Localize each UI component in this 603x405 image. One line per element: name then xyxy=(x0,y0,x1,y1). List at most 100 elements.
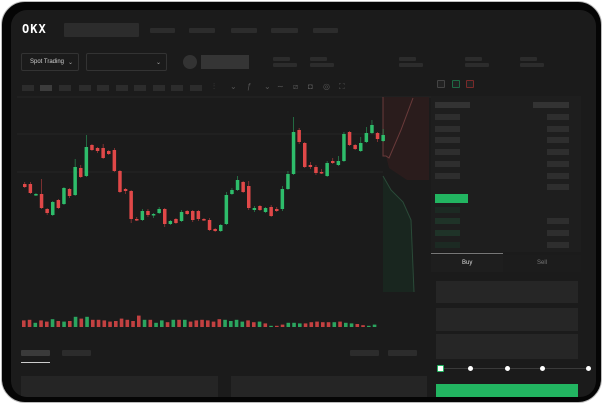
volume-bar xyxy=(234,319,239,327)
nav-item[interactable] xyxy=(313,28,338,33)
interval-button[interactable] xyxy=(116,85,128,91)
stat-value xyxy=(465,63,489,67)
pair-select[interactable]: ⌄ xyxy=(86,53,167,71)
chevron-down-icon[interactable]: ⌄ xyxy=(230,82,237,91)
tab-open-orders[interactable] xyxy=(21,350,50,356)
volume-bar xyxy=(188,321,193,327)
market-select[interactable]: Spot Trading ⌄ xyxy=(21,53,79,71)
line-tool-icon[interactable]: ∼ xyxy=(277,82,284,91)
candles-icon[interactable]: ⫶ xyxy=(213,82,215,91)
volume-bar xyxy=(298,323,302,327)
candle xyxy=(207,220,212,230)
slider-stop[interactable] xyxy=(468,366,473,371)
volume-bar xyxy=(142,319,147,327)
slider-stop[interactable] xyxy=(540,366,545,371)
total-input[interactable] xyxy=(436,334,578,359)
ask-price xyxy=(435,149,460,156)
app-screen: OKX Spot Trading ⌄ ⌄ ⫶ ⌄ ƒ ⌄ ∼ ⧄ ◘ ◎ ⛶ xyxy=(11,10,596,397)
nav-item[interactable] xyxy=(150,28,175,33)
candle xyxy=(263,208,268,212)
volume-bar xyxy=(125,319,130,327)
tab-buy[interactable]: Buy xyxy=(431,255,503,272)
candle xyxy=(370,125,374,133)
fullscreen-icon[interactable]: ⛶ xyxy=(339,82,345,91)
volume-bar xyxy=(321,322,325,327)
interval-button[interactable] xyxy=(59,85,71,91)
volume-bar xyxy=(119,318,124,327)
stat-label xyxy=(465,57,482,61)
orderbook-sell-icon[interactable] xyxy=(466,80,474,88)
candle xyxy=(364,133,369,142)
ruler-icon[interactable]: ⧄ xyxy=(293,82,299,91)
ask-price xyxy=(435,137,460,144)
stat-value xyxy=(399,63,423,67)
volume-bar xyxy=(22,320,26,327)
volume-bar xyxy=(62,321,66,327)
volume-bar xyxy=(102,320,107,327)
volume-bar xyxy=(315,321,319,327)
nav-item[interactable] xyxy=(271,28,298,33)
settings-icon[interactable]: ◎ xyxy=(323,82,330,91)
candle xyxy=(241,182,245,192)
candle xyxy=(179,212,184,221)
volume-bar xyxy=(257,321,262,327)
search-bar[interactable] xyxy=(64,23,139,37)
interval-button-active[interactable] xyxy=(40,85,52,91)
orderbook-both-icon[interactable] xyxy=(437,80,445,88)
volume-bar xyxy=(114,321,118,327)
volume-bar xyxy=(240,321,245,327)
candle xyxy=(224,195,229,224)
candle xyxy=(79,168,83,177)
volume-bar xyxy=(73,316,78,327)
tab-sell-label: Sell xyxy=(537,260,548,266)
filter-button[interactable] xyxy=(388,350,417,356)
price-chart[interactable] xyxy=(11,10,596,397)
ask-amount xyxy=(547,172,569,179)
ask-amount xyxy=(547,184,569,190)
price-input[interactable] xyxy=(436,281,578,303)
depth-asks-area xyxy=(383,97,429,180)
interval-button[interactable] xyxy=(97,85,109,91)
buy-button[interactable] xyxy=(436,384,578,397)
interval-button[interactable] xyxy=(190,85,202,91)
indicator-icon[interactable]: ƒ xyxy=(247,82,252,91)
interval-button[interactable] xyxy=(22,85,34,91)
tab-order-history[interactable] xyxy=(62,350,91,356)
stat-value xyxy=(310,63,334,67)
slider-stop[interactable] xyxy=(505,366,510,371)
orderbook xyxy=(431,96,581,252)
bid-amount xyxy=(547,218,569,224)
chevron-down-icon[interactable]: ⌄ xyxy=(264,82,271,91)
candle xyxy=(84,147,89,176)
nav-item[interactable] xyxy=(231,28,257,33)
candle xyxy=(353,145,357,149)
volume-bar xyxy=(85,316,89,327)
candle xyxy=(291,132,296,174)
ask-amount xyxy=(547,125,569,132)
amount-input[interactable] xyxy=(436,308,578,331)
volume-bar xyxy=(309,322,314,327)
amount-slider[interactable] xyxy=(441,368,591,369)
interval-button[interactable] xyxy=(134,85,146,91)
slider-handle[interactable] xyxy=(437,365,444,372)
candle xyxy=(95,148,100,151)
volume-bar xyxy=(50,319,55,327)
camera-icon[interactable]: ◘ xyxy=(308,82,313,91)
candle xyxy=(235,180,240,190)
candle xyxy=(101,148,105,158)
orderbook-buy-icon[interactable] xyxy=(452,80,460,88)
interval-button[interactable] xyxy=(171,85,183,91)
candle xyxy=(331,161,335,163)
nav-item[interactable] xyxy=(189,28,215,33)
candle xyxy=(336,161,341,165)
candle xyxy=(185,211,189,214)
interval-button[interactable] xyxy=(79,85,91,91)
candle xyxy=(347,132,352,145)
filter-button[interactable] xyxy=(350,350,379,356)
interval-button[interactable] xyxy=(153,85,165,91)
stat-label xyxy=(399,57,416,61)
tab-sell[interactable]: Sell xyxy=(503,255,581,272)
ask-price xyxy=(435,160,460,167)
depth-bids-area xyxy=(383,176,414,292)
slider-stop[interactable] xyxy=(586,366,591,371)
